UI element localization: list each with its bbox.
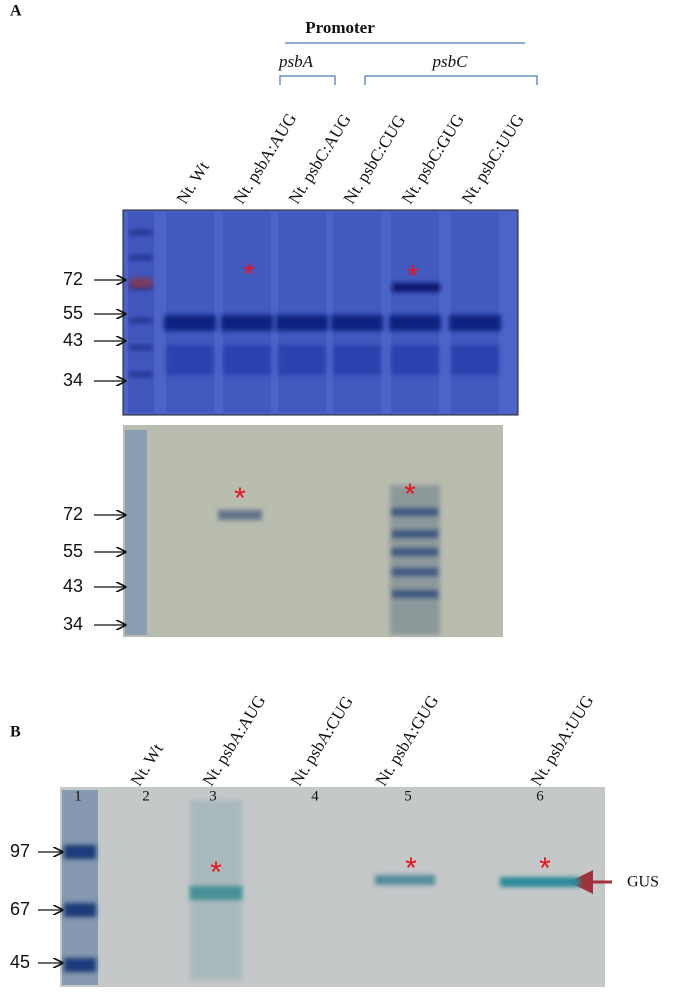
panel-label: A <box>10 3 22 20</box>
lane-label: Nt. psbA:GUG <box>372 692 443 789</box>
lane-label: Nt. Wt <box>127 740 168 789</box>
lane-label: Nt. psbC:GUG <box>398 111 468 208</box>
band-label: GUS <box>627 874 659 891</box>
marker-label: 34 <box>63 370 83 390</box>
band <box>392 530 438 538</box>
marker-label: 72 <box>63 269 83 289</box>
band <box>392 590 438 598</box>
marker-band <box>130 278 152 288</box>
band <box>392 548 438 556</box>
asterisk: * <box>243 258 255 291</box>
lane-number: 1 <box>74 788 82 804</box>
band <box>375 875 435 885</box>
gel-lane <box>223 212 271 413</box>
marker-band <box>64 958 96 972</box>
lane-number: 6 <box>536 788 544 804</box>
marker-band <box>130 372 152 377</box>
group-bracket <box>279 75 336 85</box>
band <box>190 800 242 980</box>
gel-lane <box>451 212 499 413</box>
marker-lane <box>128 212 154 413</box>
panel-label: B <box>10 724 21 741</box>
band <box>278 345 326 375</box>
group-label: psbA <box>278 52 314 71</box>
marker-band <box>64 845 96 859</box>
gel-lane <box>278 212 326 413</box>
lane-label: Nt. psbA:UUG <box>527 692 598 789</box>
band <box>451 345 499 375</box>
asterisk: * <box>539 852 551 885</box>
marker-label: 97 <box>10 841 30 861</box>
marker-label: 72 <box>63 504 83 524</box>
band <box>391 345 439 375</box>
marker-lane <box>125 430 147 635</box>
asterisk: * <box>210 856 222 889</box>
asterisk: * <box>405 852 417 885</box>
lane-label: Nt. psbC:UUG <box>458 111 528 208</box>
marker-band <box>130 255 152 260</box>
band <box>392 568 438 576</box>
marker-band <box>130 318 152 323</box>
lane-number: 2 <box>142 788 150 804</box>
band <box>223 345 271 375</box>
lane-label: Nt. Wt <box>173 158 214 207</box>
group-bracket <box>364 75 538 85</box>
promoter-label: Promoter <box>305 18 375 37</box>
lane-number: 4 <box>311 788 319 804</box>
band <box>166 345 214 375</box>
marker-label: 55 <box>63 303 83 323</box>
marker-band <box>130 230 152 235</box>
marker-label: 67 <box>10 899 30 919</box>
gel-lane <box>391 212 439 413</box>
lane-label: Nt. psbA:AUG <box>199 692 270 789</box>
band <box>500 877 580 887</box>
asterisk: * <box>404 478 416 511</box>
band <box>218 510 262 520</box>
marker-label: 45 <box>10 952 30 972</box>
gel-lane <box>166 212 214 413</box>
band <box>389 315 441 331</box>
marker-lane <box>62 790 98 985</box>
band <box>276 315 328 331</box>
band <box>164 315 216 331</box>
band <box>449 315 501 331</box>
group-label: psbC <box>432 52 469 71</box>
marker-band <box>64 903 96 917</box>
gel-lane <box>333 212 381 413</box>
lane-number: 5 <box>404 788 412 804</box>
marker-band <box>130 345 152 350</box>
marker-label: 34 <box>63 614 83 634</box>
band <box>333 345 381 375</box>
asterisk: * <box>234 482 246 515</box>
marker-label: 43 <box>63 330 83 350</box>
marker-label: 43 <box>63 576 83 596</box>
band <box>331 315 383 331</box>
asterisk: * <box>407 260 419 293</box>
gel-western <box>123 425 503 637</box>
marker-label: 55 <box>63 541 83 561</box>
band <box>221 315 273 331</box>
lane-label: Nt. psbA:CUG <box>287 693 357 790</box>
lane-number: 3 <box>209 788 217 804</box>
band <box>392 508 438 516</box>
band <box>392 283 440 292</box>
